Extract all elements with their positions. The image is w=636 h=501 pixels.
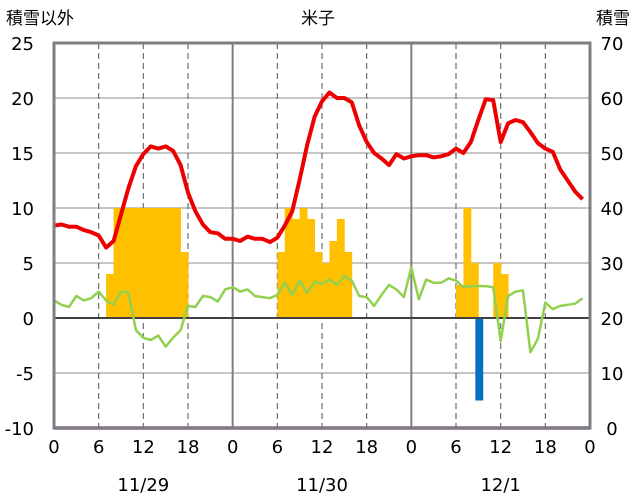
x-tick: 18 <box>355 437 378 458</box>
x-tick: 6 <box>450 437 461 458</box>
x-tick: 0 <box>584 437 595 458</box>
plot-frame <box>52 41 592 430</box>
x-tick: 6 <box>272 437 283 458</box>
snow-bar <box>322 263 330 318</box>
snow-bar <box>106 274 114 318</box>
snow-bar <box>456 285 464 318</box>
x-tick: 12 <box>311 437 334 458</box>
series-line <box>53 90 585 250</box>
chart-grid <box>54 43 590 428</box>
x-tick: 12 <box>132 437 155 458</box>
snow-bar <box>463 208 472 318</box>
y-axis-right-title: 積雪 <box>596 9 630 29</box>
y-tick-left: 10 <box>11 199 34 220</box>
date-label: 11/29 <box>117 475 169 496</box>
date-label: 11/30 <box>296 475 348 496</box>
snow-bar <box>344 252 353 318</box>
chart-title: 米子 <box>301 9 335 29</box>
snow-bar <box>500 274 509 318</box>
x-axis-ticks: 0 6 12 18 0 6 12 18 0 6 12 18 0 <box>48 437 595 458</box>
snow-bar <box>292 219 301 318</box>
y-tick-right: 40 <box>601 199 624 220</box>
snow-bar <box>121 208 129 318</box>
y-axis-left-title: 積雪以外 <box>6 9 74 29</box>
y-tick-right: 20 <box>601 309 624 330</box>
snow-bar <box>143 208 152 318</box>
snow-bar <box>113 208 122 318</box>
snow-bar <box>158 208 167 318</box>
y-tick-left: 20 <box>11 89 34 110</box>
snow-bar <box>284 208 293 318</box>
snow-bar <box>329 241 338 318</box>
series-line <box>53 266 584 354</box>
x-tick: 18 <box>177 437 200 458</box>
snow-bar <box>150 208 159 318</box>
y-tick-right: 0 <box>606 419 617 440</box>
date-label: 12/1 <box>480 475 520 496</box>
x-tick: 0 <box>48 437 59 458</box>
x-tick: 12 <box>489 437 512 458</box>
y-tick-right: 50 <box>601 144 624 165</box>
x-tick: 0 <box>406 437 417 458</box>
snow-bar <box>165 208 174 318</box>
snow-bar <box>475 318 484 401</box>
snow-bar <box>314 252 323 318</box>
snow-bar <box>299 208 308 318</box>
y-tick-right: 10 <box>601 364 624 385</box>
y-axis-right-ticks: 0 10 20 30 40 50 60 70 <box>601 34 624 440</box>
y-tick-left: 15 <box>11 144 34 165</box>
snow-bar <box>277 252 286 318</box>
snow-bar <box>180 252 189 318</box>
y-tick-left: 5 <box>23 254 34 275</box>
y-tick-right: 70 <box>601 34 624 55</box>
snow-bar <box>336 219 345 318</box>
y-tick-left: -5 <box>16 364 34 385</box>
snow-bar <box>135 208 144 318</box>
y-tick-left: 25 <box>11 34 34 55</box>
y-tick-right: 30 <box>601 254 624 275</box>
snow-bars <box>54 208 590 401</box>
y-tick-left: 0 <box>23 309 34 330</box>
x-tick: 0 <box>227 437 238 458</box>
date-labels: 11/29 11/30 12/1 <box>117 475 520 496</box>
y-tick-right: 60 <box>601 89 624 110</box>
snow-bar <box>493 263 502 318</box>
snow-bar <box>470 263 479 318</box>
y-axis-left-ticks: -10 -5 0 5 10 15 20 25 <box>5 34 34 440</box>
snow-bar <box>173 208 181 318</box>
x-tick: 6 <box>93 437 104 458</box>
y-tick-left: -10 <box>5 419 34 440</box>
snow-bar <box>128 208 137 318</box>
x-tick: 18 <box>534 437 557 458</box>
snow-bar <box>307 219 315 318</box>
